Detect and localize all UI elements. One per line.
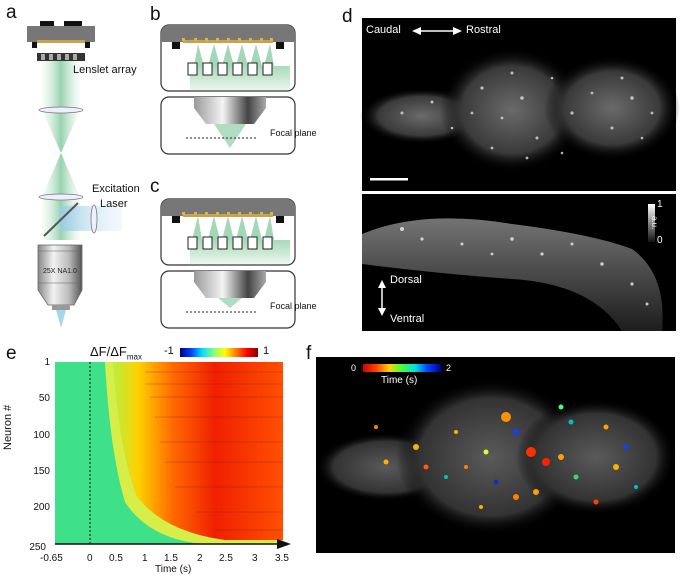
x-axis-label: Time (s) [155, 564, 192, 575]
time-colorbar-max: 2 [446, 363, 452, 373]
time-axis-arrow-icon [55, 539, 291, 549]
xtick-neg065: -0.65 [40, 553, 63, 564]
y-axis-label: Neuron # [2, 404, 14, 450]
ytick-150: 150 [33, 466, 50, 477]
lenslet-focus-schematic-c [160, 198, 296, 329]
panel-a-label: a [6, 2, 17, 23]
objective-label: 25X NA1.0 [43, 268, 77, 275]
colorbar-unit-label: a.u. [650, 216, 659, 230]
focal-plane-label-b: Focal plane [270, 128, 317, 138]
microscope-schematic [27, 21, 122, 328]
xtick-1.5: 1.5 [164, 553, 178, 564]
focal-plane-label-c: Focal plane [270, 301, 317, 311]
caudal-rostral-arrow-icon [412, 27, 462, 35]
ytick-100: 100 [33, 430, 50, 441]
colorbar-max-label: 1 [657, 199, 663, 210]
dorsal-label: Dorsal [390, 274, 422, 286]
lenslet-array-label: Lenslet array [73, 64, 137, 76]
panel-f-label: f [306, 343, 312, 364]
colorbar-min-label: 0 [657, 235, 663, 246]
excitation-label: Excitation [92, 183, 140, 195]
xtick-1: 1 [142, 553, 148, 564]
panel-c-label: c [150, 176, 160, 197]
time-colorbar-min: 0 [351, 363, 357, 373]
activation-time-map: 0 2 Time (s) [316, 357, 676, 553]
time-colorbar [363, 364, 441, 372]
scale-bar [370, 178, 408, 181]
ytick-250: 250 [29, 542, 46, 553]
xtick-0: 0 [87, 553, 93, 564]
xtick-2: 2 [197, 553, 203, 564]
heatmap-colorbar-max: 1 [263, 345, 270, 357]
heatmap-colorbar-title: ΔF/ΔFmax [90, 344, 142, 362]
xtick-2.5: 2.5 [219, 553, 233, 564]
xtick-0.5: 0.5 [109, 553, 123, 564]
panel-b-label: b [150, 4, 161, 25]
heatmap-colorbar-min: -1 [164, 345, 174, 357]
brain-dorsal-image: Caudal Rostral [360, 18, 680, 191]
caudal-label: Caudal [366, 24, 401, 36]
time-colorbar-title: Time (s) [381, 375, 418, 386]
panel-e-label: e [6, 343, 17, 364]
dorsal-ventral-arrow-icon [378, 280, 386, 316]
xtick-3: 3 [252, 553, 258, 564]
rostral-label: Rostral [466, 24, 501, 36]
ytick-200: 200 [33, 502, 50, 513]
ytick-1: 1 [44, 357, 50, 368]
intensity-colorbar [648, 204, 655, 242]
ventral-label: Ventral [390, 313, 425, 325]
jet-colorbar [180, 348, 258, 357]
xtick-3.5: 3.5 [275, 553, 289, 564]
laser-label: Laser [100, 198, 128, 210]
neuron-activity-heatmap [55, 362, 283, 544]
brain-lateral-image: 1 0 a.u. Dorsal Ventral [362, 194, 676, 331]
lenslet-focus-schematic-b [160, 24, 296, 155]
ytick-50: 50 [38, 393, 50, 404]
panel-d-label: d [342, 6, 353, 27]
